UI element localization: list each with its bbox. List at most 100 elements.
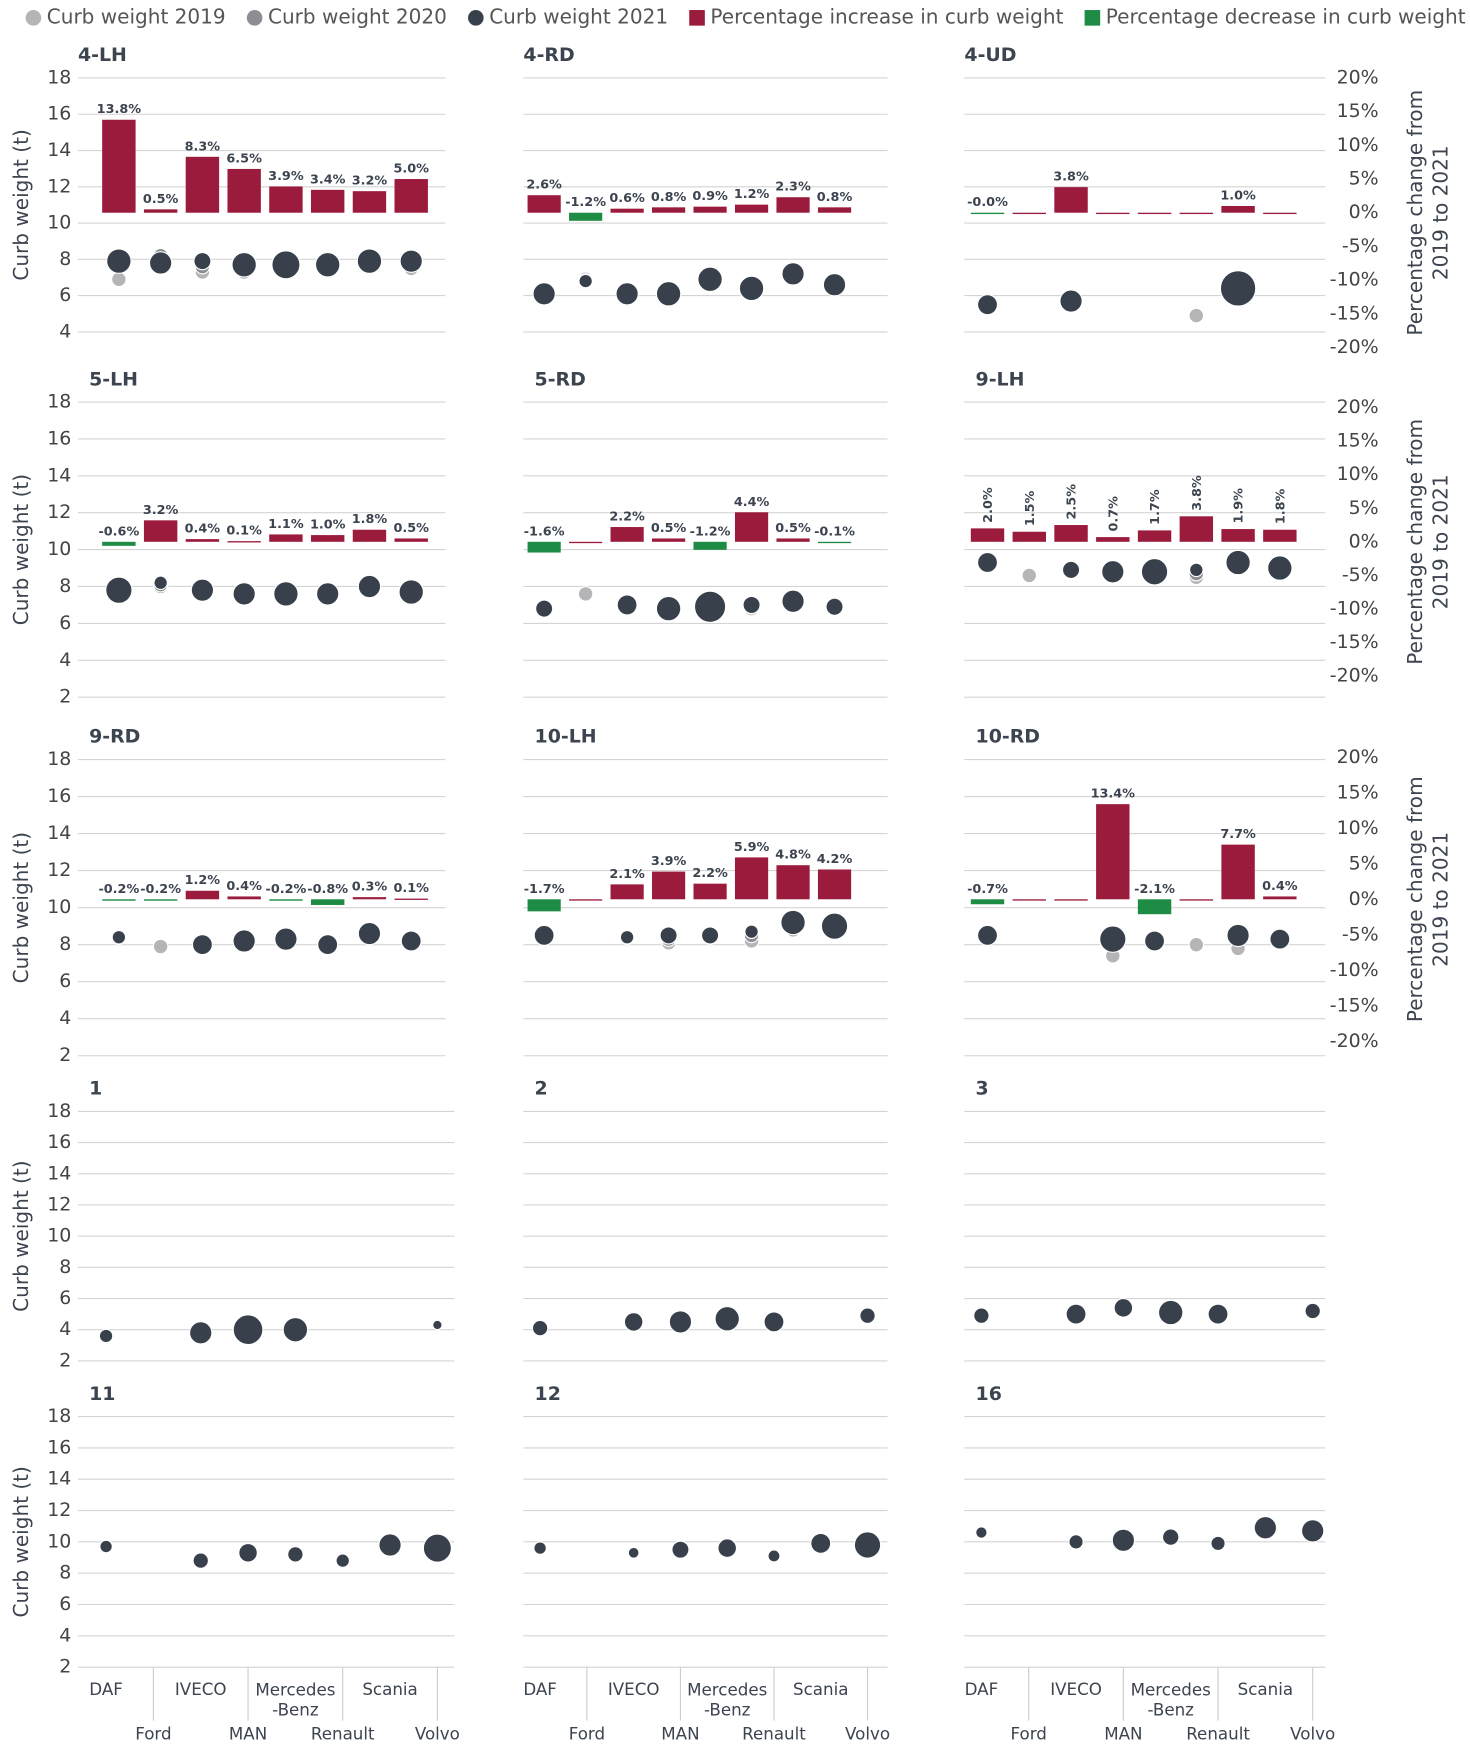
y-axis-label: Curb weight (t) (9, 832, 33, 983)
y2-tick-label: -5% (1342, 923, 1379, 945)
y2-axis-label: Percentage change from (1403, 90, 1427, 336)
bubble-2021 (742, 595, 761, 615)
bubble-2021 (315, 582, 340, 606)
bubble-2021 (810, 1532, 832, 1554)
bubble-2021 (977, 294, 999, 316)
pct-label: 2.1% (609, 867, 645, 882)
pct-bar (693, 206, 727, 213)
pct-bar (227, 168, 261, 213)
y-axis-label: Curb weight (t) (9, 474, 33, 625)
bubble-2021 (1210, 1535, 1226, 1552)
legend-label: Curb weight 2020 (268, 4, 447, 28)
bubble-2021 (532, 282, 556, 306)
legend-label: Percentage increase in curb weight (710, 4, 1063, 28)
pct-bar (527, 195, 561, 213)
legend-label: Curb weight 2019 (47, 4, 226, 28)
bubble-2021 (659, 926, 678, 945)
bubble-2021 (1068, 1534, 1084, 1550)
bubble-2021 (825, 597, 844, 616)
y-tick-label: 12 (47, 175, 71, 197)
pct-bar (269, 899, 303, 901)
bubble-2021 (106, 248, 132, 274)
bubble-2021 (398, 579, 424, 605)
panel-title: 4-RD (523, 44, 574, 66)
pct-bar (1054, 525, 1088, 542)
panel-title: 5-LH (89, 368, 138, 390)
pct-label: -0.8% (307, 882, 348, 897)
bubble-2021 (99, 1539, 113, 1554)
bubble-2021 (282, 1316, 309, 1343)
bubble-2021 (533, 1541, 547, 1555)
x-tick-label: Renault (742, 1724, 806, 1744)
pct-label: 0.9% (692, 189, 728, 204)
pct-label: 0.8% (817, 190, 853, 205)
bubble-2021 (1113, 1298, 1134, 1318)
bubble-2021 (671, 1540, 690, 1559)
bubble-2021 (232, 1314, 264, 1346)
y-tick-label: 6 (59, 612, 71, 634)
y2-tick-label: -10% (1330, 269, 1379, 291)
bubble-2021 (192, 1552, 209, 1569)
bubble-2021 (317, 934, 339, 956)
y-tick-label: 18 (47, 1100, 71, 1122)
bubble-2021 (615, 282, 639, 306)
legend-swatch (468, 10, 484, 26)
pct-bar (1096, 804, 1130, 900)
pct-bar (1263, 896, 1297, 900)
y-tick-label: 4 (59, 1624, 71, 1646)
bubble-2021 (274, 927, 298, 951)
bubble-2021 (822, 273, 847, 297)
pct-bar (269, 186, 303, 213)
bubble-2021 (287, 1546, 304, 1563)
x-tick-label: Ford (569, 1724, 605, 1744)
bubble-2021 (531, 1319, 549, 1337)
bubble-2019 (577, 586, 594, 602)
pct-label: -0.7% (967, 882, 1008, 897)
pct-label: 0.8% (651, 190, 687, 205)
pct-label: -0.2% (266, 882, 307, 897)
bubble-2021 (190, 578, 215, 602)
pct-label: 1.0% (310, 518, 346, 533)
bubble-2021 (977, 924, 999, 946)
y2-tick-label: 15% (1337, 781, 1379, 803)
pct-bar (185, 539, 220, 542)
x-tick-label: Ford (1011, 1724, 1047, 1744)
bubble-2021 (1061, 560, 1081, 579)
bubble-2021 (231, 252, 257, 278)
y-tick-label: 14 (47, 822, 71, 844)
x-tick-label: Scania (1238, 1679, 1293, 1699)
pct-label: -0.0% (967, 195, 1008, 210)
pct-bar (143, 899, 178, 901)
pct-label: -0.2% (140, 882, 181, 897)
y2-axis-label: 2019 to 2021 (1429, 145, 1453, 280)
legend-swatch (1084, 10, 1101, 26)
pct-label: 3.9% (268, 169, 304, 184)
y-tick-label: 4 (59, 649, 71, 671)
pct-label: 0.6% (609, 191, 645, 206)
pct-label: 5.0% (393, 162, 429, 177)
y2-tick-label: 10% (1337, 134, 1379, 156)
bubble-2021 (623, 1312, 644, 1332)
bubble-2021 (820, 912, 849, 940)
bubble-2021 (111, 930, 127, 945)
y-tick-label: 6 (59, 1287, 71, 1309)
pct-bar (310, 899, 345, 905)
bubble-2021 (781, 589, 805, 613)
pct-bar (102, 899, 136, 901)
panel-title: 4-LH (78, 44, 127, 66)
panel-title: 4-UD (964, 44, 1016, 66)
y-tick-label: 16 (47, 1131, 71, 1153)
bubble-2021 (335, 1553, 350, 1568)
y-tick-label: 14 (47, 464, 71, 486)
bubble-2021 (399, 249, 423, 273)
legend-swatch (25, 10, 42, 26)
y2-tick-label: -20% (1330, 665, 1379, 687)
pct-bar (1179, 516, 1214, 542)
y-tick-label: 12 (47, 1193, 71, 1215)
bubble-2021 (1065, 1303, 1087, 1325)
legend-label: Percentage decrease in curb weight (1106, 4, 1466, 28)
y2-tick-label: -5% (1342, 235, 1379, 257)
bubble-2021 (655, 595, 682, 622)
pct-bar (970, 212, 1005, 215)
